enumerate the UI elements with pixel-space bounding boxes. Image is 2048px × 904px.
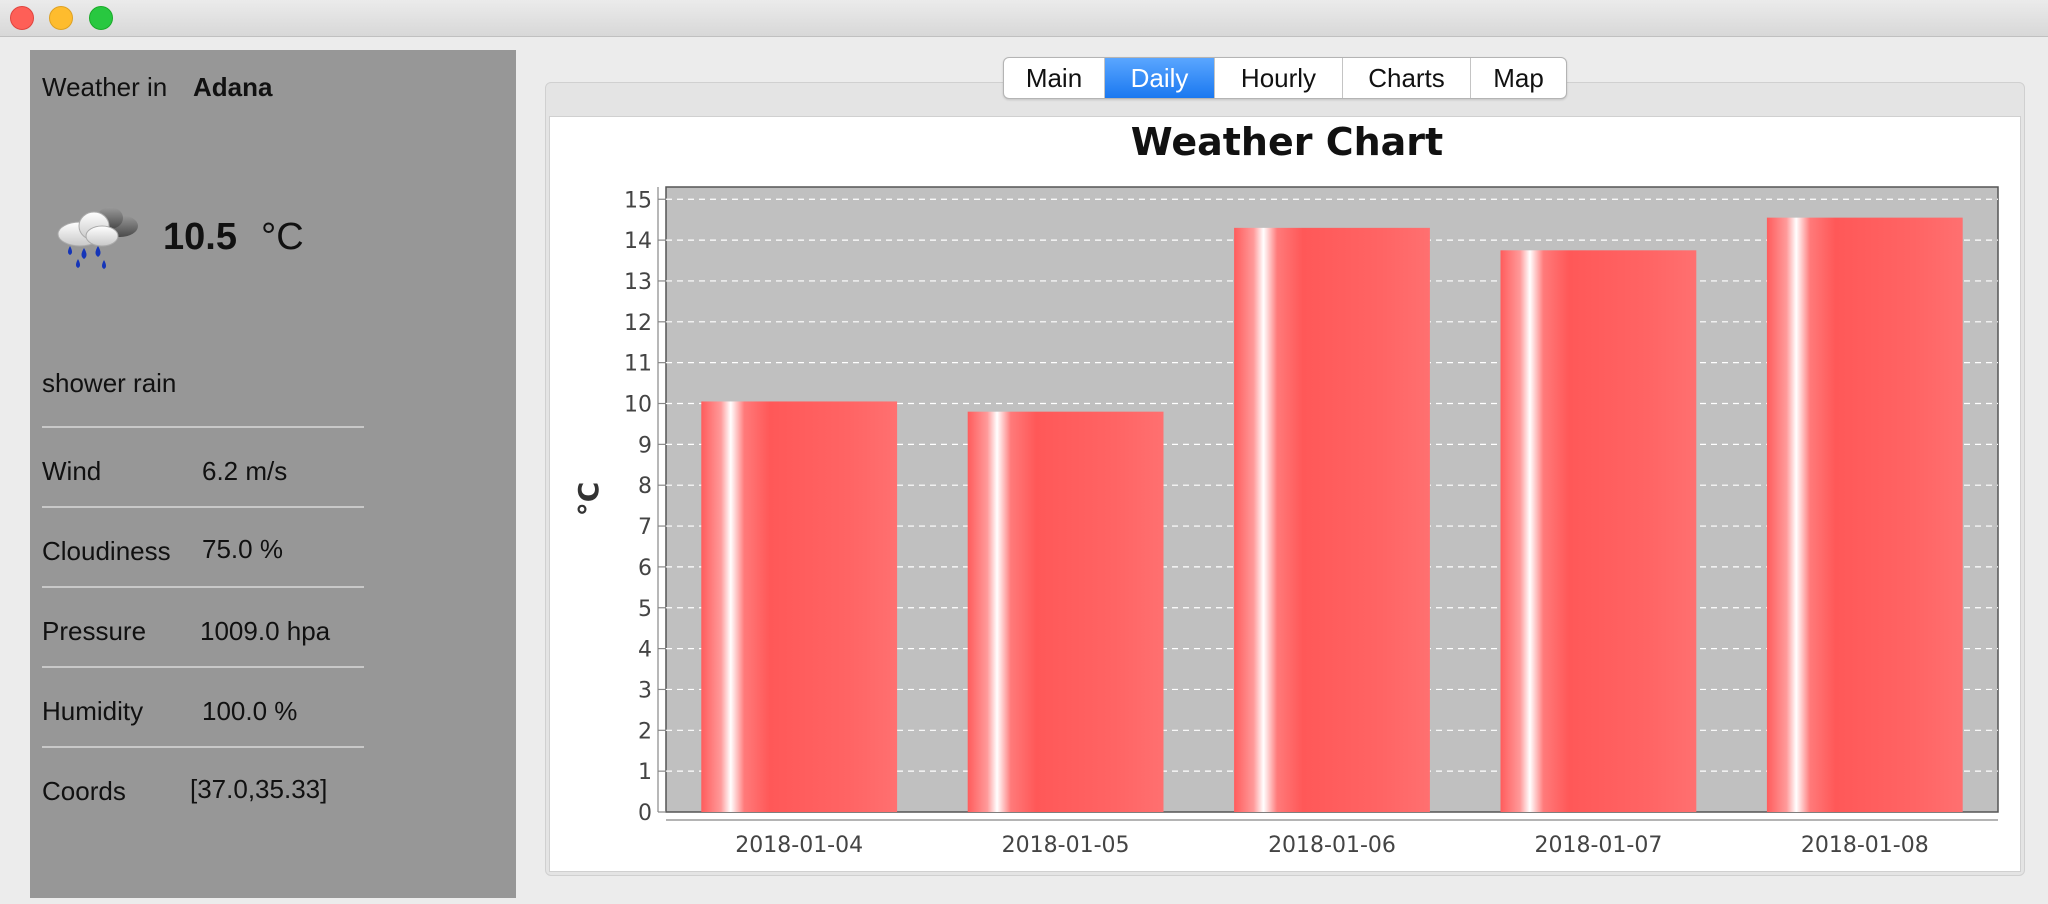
bar [701, 401, 898, 812]
separator [42, 746, 364, 748]
bar [1500, 250, 1697, 812]
y-tick-label: 14 [624, 229, 652, 254]
y-tick-label: 5 [638, 597, 652, 622]
y-tick-label: 3 [638, 678, 652, 703]
separator [42, 426, 364, 428]
minimize-window-button[interactable] [49, 6, 73, 30]
y-tick-label: 11 [624, 352, 652, 377]
coords-label: Coords [42, 776, 126, 806]
tab-charts[interactable]: Charts [1342, 58, 1470, 98]
window-titlebar [0, 0, 2048, 37]
bar [1766, 217, 1963, 812]
shower-rain-cloud-icon [57, 207, 138, 269]
tab-hourly[interactable]: Hourly [1214, 58, 1342, 98]
humidity-label: Humidity [42, 696, 144, 726]
wind-label: Wind [42, 456, 102, 486]
bars [701, 217, 1963, 812]
bar [1234, 227, 1430, 812]
weather-in-label: Weather in [42, 72, 168, 102]
temperature-value: 10.5 [163, 216, 237, 258]
x-axis: 2018-01-04 2018-01-05 2018-01-06 2018-01-07… [666, 819, 1998, 858]
tab-daily[interactable]: Daily [1104, 58, 1214, 98]
y-axis-label: °C [572, 482, 605, 517]
x-tick-label: 2018-01-07 [1534, 833, 1662, 858]
y-tick-label: 0 [638, 801, 652, 826]
y-tick-label: 10 [624, 393, 652, 418]
y-tick-label: 4 [638, 638, 652, 663]
pressure-label: Pressure [42, 616, 147, 646]
bar [967, 411, 1164, 812]
coords-value: [37.0,35.33] [190, 774, 328, 804]
weather-bar-chart: Weather Chart °C 0123456789101112131415 … [572, 120, 1999, 858]
cloudiness-label: Cloudiness [42, 536, 171, 566]
temperature-unit: °C [261, 216, 304, 258]
y-tick-label: 6 [638, 556, 652, 581]
view-tabs: Main Daily Hourly Charts Map [1003, 57, 1567, 99]
y-tick-label: 1 [638, 760, 652, 785]
y-tick-label: 12 [624, 311, 652, 336]
x-tick-label: 2018-01-06 [1268, 833, 1396, 858]
y-tick-label: 7 [638, 515, 652, 540]
y-tick-label: 13 [624, 270, 652, 295]
chart-title: Weather Chart [1131, 120, 1443, 164]
y-tick-label: 9 [638, 433, 652, 458]
wind-value: 6.2 m/s [202, 456, 288, 486]
maximize-window-button[interactable] [89, 6, 113, 30]
y-tick-label: 15 [624, 188, 652, 213]
chart-container: Weather Chart °C 0 1 2 3 4 5 6 7 8 9 10 11 12 13 14 15 … [549, 116, 2021, 872]
separator [42, 506, 364, 508]
y-tick-label: 8 [638, 474, 652, 499]
humidity-value: 100.0 % [202, 696, 298, 726]
separator [42, 586, 364, 588]
x-tick-label: 2018-01-05 [1002, 833, 1130, 858]
city-name: Adana [193, 72, 273, 102]
cloudiness-value: 75.0 % [202, 534, 283, 564]
current-weather-panel: Weather in Adana 10.5 °C shower rain Win… [30, 50, 516, 898]
tab-main[interactable]: Main [1025, 63, 1083, 93]
x-tick-label: 2018-01-08 [1801, 833, 1929, 858]
weather-description: shower rain [42, 368, 177, 398]
y-tick-label: 2 [638, 719, 652, 744]
separator [42, 666, 364, 668]
pressure-value: 1009.0 hpa [200, 616, 331, 646]
x-tick-label: 2018-01-04 [735, 833, 863, 858]
close-window-button[interactable] [10, 6, 34, 30]
tab-map[interactable]: Map [1470, 58, 1566, 98]
